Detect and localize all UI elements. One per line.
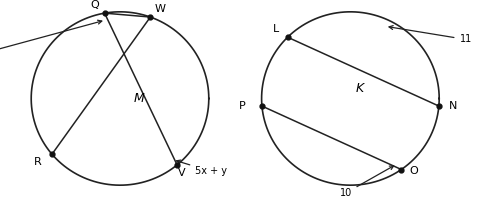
Text: K: K: [356, 82, 364, 95]
Text: Q: Q: [91, 0, 99, 10]
Text: W: W: [155, 4, 166, 14]
Text: O: O: [409, 166, 418, 177]
Text: L: L: [273, 24, 279, 34]
Text: R: R: [34, 157, 41, 167]
Text: V: V: [178, 168, 186, 178]
Text: 10: 10: [339, 166, 394, 197]
Text: M: M: [134, 92, 144, 105]
Text: 2x - y: 2x - y: [0, 20, 102, 68]
Text: N: N: [449, 101, 457, 111]
Text: 11: 11: [389, 26, 472, 44]
Text: 5x + y: 5x + y: [177, 160, 227, 176]
Text: P: P: [240, 101, 246, 111]
